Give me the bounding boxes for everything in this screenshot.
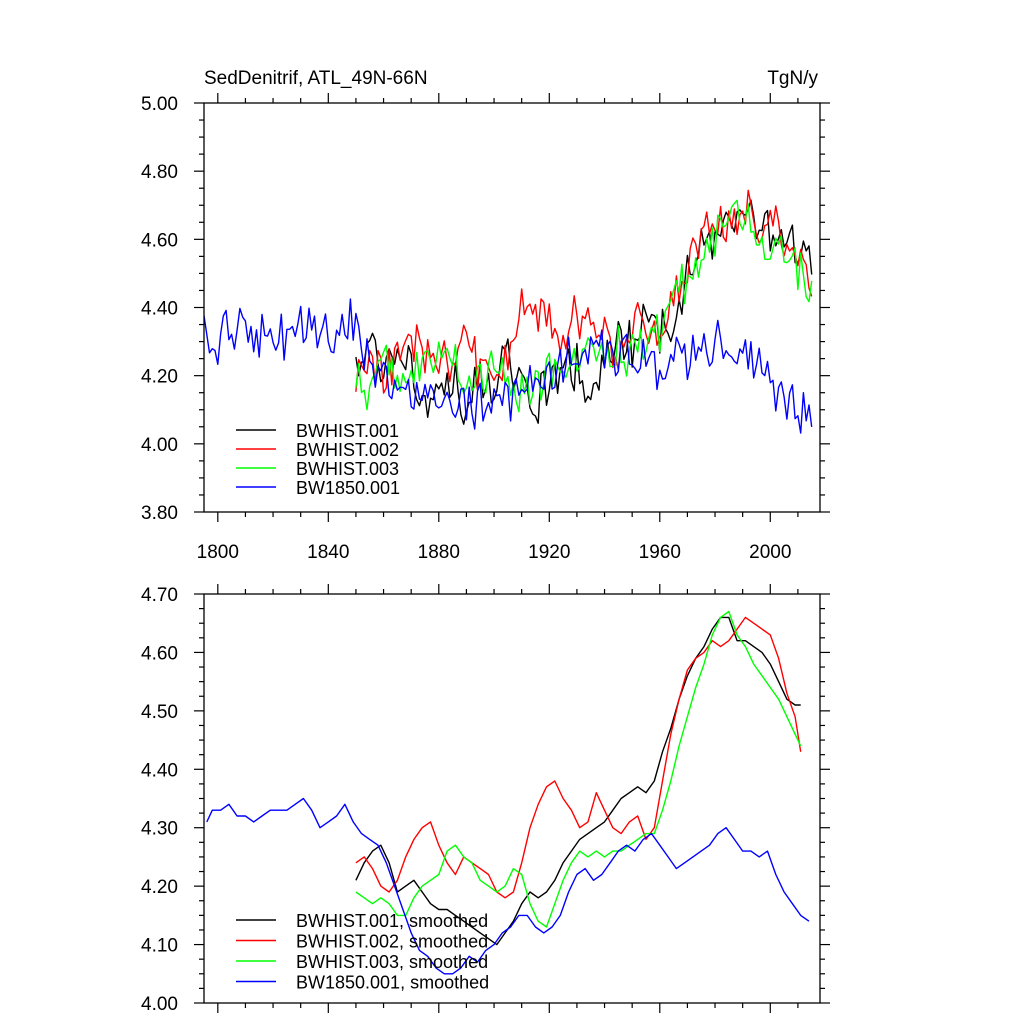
top-axes-layer: 1800 1840 1880 1920 1960 2000 3.80 4.00 4.20 4.40… [141, 93, 830, 563]
bottom-y-tick-label: 4.60 [141, 643, 178, 664]
top-panel: SedDenitrif, ATL_49N-66N TgN/y 1800 1840 1… [141, 68, 830, 563]
bottom-legend-label-3: BWHIST.003, smoothed [296, 952, 488, 972]
top-x-tick-label: 1960 [639, 542, 681, 563]
top-y-tick-label: 4.80 [141, 162, 178, 183]
top-y-tick-label: 4.20 [141, 367, 178, 388]
chart-title: SedDenitrif, ATL_49N-66N [204, 68, 428, 89]
bottom-y-tick-label: 4.40 [141, 760, 178, 781]
bottom-y-tick-label: 4.00 [141, 994, 178, 1015]
top-x-tick-label: 1800 [197, 542, 239, 563]
top-legend-label-1: BWHIST.001 [296, 421, 399, 441]
bottom-panel: 4.00 4.10 4.20 4.30 4.40 4.50 4.60 4.70 BWHIST.… [141, 584, 830, 1015]
top-x-tick-label: 1920 [528, 542, 570, 563]
top-y-tick-label: 4.00 [141, 435, 178, 456]
bottom-y-tick-label: 4.30 [141, 819, 178, 840]
bottom-series-layer [206, 610, 810, 975]
bottom-legend-label-2: BWHIST.002, smoothed [296, 932, 488, 952]
top-legend-label-4: BW1850.001 [296, 478, 400, 498]
bottom-legend-label-4: BW1850.001, smoothed [296, 973, 489, 993]
bottom-y-tick-label: 4.20 [141, 877, 178, 898]
bottom-series-line-4 [206, 797, 810, 975]
bottom-y-tick-label: 4.50 [141, 702, 178, 723]
top-x-tick-label: 2000 [749, 542, 791, 563]
bottom-series-line-2 [355, 616, 802, 899]
bottom-axes-layer: 4.00 4.10 4.20 4.30 4.40 4.50 4.60 4.70 [141, 584, 830, 1015]
top-y-tick-label: 3.80 [141, 503, 178, 524]
top-series-layer [204, 189, 813, 434]
bottom-y-tick-label: 4.70 [141, 585, 178, 606]
top-series-line-2 [355, 189, 813, 394]
top-x-tick-label: 1880 [418, 542, 460, 563]
bottom-series-line-3 [355, 610, 802, 928]
bottom-legend-label-1: BWHIST.001, smoothed [296, 911, 488, 931]
top-x-tick-label: 1840 [307, 542, 349, 563]
bottom-y-tick-label: 4.10 [141, 936, 178, 957]
top-legend-label-2: BWHIST.002 [296, 440, 399, 460]
top-legend-label-3: BWHIST.003 [296, 459, 399, 479]
top-y-tick-label: 5.00 [141, 94, 178, 115]
top-y-tick-label: 4.60 [141, 230, 178, 251]
top-y-tick-label: 4.40 [141, 299, 178, 320]
units-label: TgN/y [767, 68, 818, 89]
top-series-line-3 [355, 199, 813, 413]
top-series-line-4 [204, 298, 813, 434]
bottom-series-line-1 [355, 616, 801, 946]
